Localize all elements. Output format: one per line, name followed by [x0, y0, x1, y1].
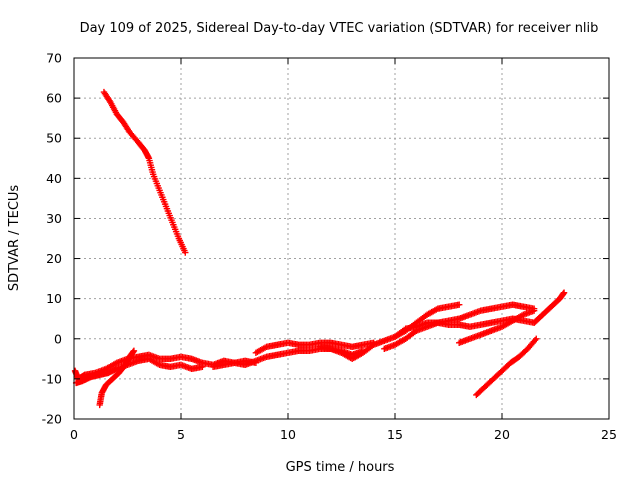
- series-arc-evening-short: [456, 307, 538, 346]
- x-tick-label: 10: [280, 427, 296, 442]
- data-point: [560, 289, 568, 296]
- series-arc-rising-small: [96, 347, 138, 409]
- x-tick-label: 15: [387, 427, 403, 442]
- data-point: [199, 363, 206, 371]
- y-tick-label: 0: [54, 331, 62, 346]
- data-point: [456, 301, 463, 308]
- data-point: [531, 337, 539, 344]
- x-axis-title: GPS time / hours: [286, 460, 395, 475]
- x-tick-label: 25: [601, 427, 617, 442]
- y-axis-title: SDTVAR / TECUs: [7, 185, 22, 292]
- y-tick-label: 70: [46, 51, 62, 66]
- y-tick-label: 10: [46, 291, 62, 306]
- data-point: [182, 249, 189, 256]
- series-arc-high-descent: [100, 88, 189, 256]
- y-tick-label: -10: [42, 371, 62, 386]
- axis-ticks: 0 5 10 15 20 25 -20 -10 0 10 20 30 40 50 60 70: [42, 51, 617, 443]
- series-arc-late: [530, 289, 568, 326]
- data-point: [533, 335, 540, 342]
- x-tick-label: 20: [494, 427, 510, 442]
- data-point: [130, 347, 138, 355]
- series-arc-early-lower: [72, 355, 206, 387]
- series-arc-midday-upper: [252, 339, 377, 357]
- data-point: [530, 307, 538, 314]
- x-tick-label: 0: [70, 427, 78, 442]
- series-arc-evening-rise: [473, 335, 540, 399]
- y-tick-label: 30: [46, 211, 62, 226]
- chart-title: Day 109 of 2025, Sidereal Day-to-day VTE…: [80, 21, 599, 36]
- y-tick-label: 40: [46, 171, 62, 186]
- y-tick-label: -20: [42, 412, 62, 427]
- y-tick-label: 20: [46, 251, 62, 266]
- series-arc-afternoon-c: [391, 315, 538, 340]
- x-tick-label: 5: [177, 427, 185, 442]
- data-marks: [71, 88, 568, 409]
- y-tick-label: 50: [46, 131, 62, 146]
- series-arc-afternoon-a: [316, 301, 463, 363]
- plot-frame: [73, 57, 610, 420]
- y-tick-label: 60: [46, 91, 62, 106]
- grid: [74, 58, 609, 419]
